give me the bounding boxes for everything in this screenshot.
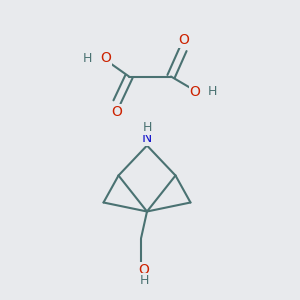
Text: H: H	[207, 85, 217, 98]
Text: H: H	[139, 274, 149, 287]
Text: O: O	[190, 85, 200, 98]
Text: O: O	[139, 263, 149, 277]
Text: H: H	[142, 121, 152, 134]
Text: N: N	[142, 131, 152, 145]
Text: H: H	[83, 52, 93, 65]
Text: O: O	[111, 105, 122, 118]
Text: O: O	[100, 52, 111, 65]
Text: O: O	[178, 33, 189, 47]
